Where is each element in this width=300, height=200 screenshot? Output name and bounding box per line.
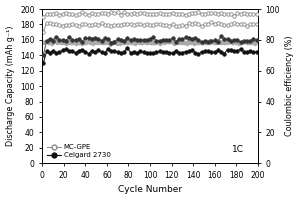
Y-axis label: Coulombic efficiency (%): Coulombic efficiency (%): [285, 36, 294, 136]
X-axis label: Cycle Number: Cycle Number: [118, 185, 182, 194]
Y-axis label: Discharge Capacity (mAh g⁻¹): Discharge Capacity (mAh g⁻¹): [6, 26, 15, 146]
Text: 1C: 1C: [232, 145, 244, 154]
Legend: MC-GPE, Celgard 2730: MC-GPE, Celgard 2730: [46, 143, 112, 160]
